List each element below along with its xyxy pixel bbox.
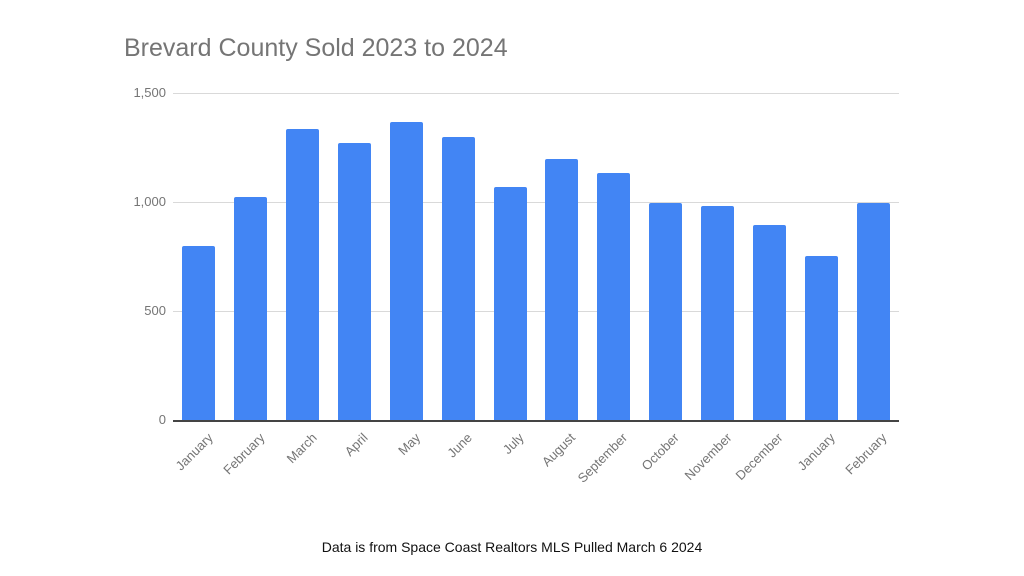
y-tick-label: 1,500 — [133, 85, 166, 100]
gridline — [173, 311, 899, 312]
x-tick-label: January — [172, 430, 216, 474]
x-tick-label: November — [681, 430, 735, 484]
x-tick-label: December — [732, 430, 786, 484]
x-tick-label: June — [444, 430, 475, 461]
y-tick-label: 1,000 — [133, 194, 166, 209]
bar[interactable] — [389, 121, 423, 420]
bar[interactable] — [441, 137, 475, 420]
bar[interactable] — [338, 142, 371, 420]
y-tick-label: 500 — [144, 303, 166, 318]
bar[interactable] — [493, 186, 527, 420]
x-tick-label: February — [842, 430, 890, 478]
gridline — [173, 202, 899, 203]
bar[interactable] — [286, 128, 320, 420]
bar[interactable] — [649, 203, 683, 420]
x-tick-label: May — [394, 430, 423, 458]
x-tick-label: March — [283, 430, 320, 467]
bar[interactable] — [545, 159, 579, 420]
y-tick-label: 0 — [158, 412, 166, 427]
chart-title: Brevard County Sold 2023 to 2024 — [124, 34, 508, 62]
x-tick-label: August — [539, 430, 579, 470]
x-tick-label: January — [794, 430, 838, 474]
gridline — [173, 93, 899, 94]
bar[interactable] — [701, 205, 734, 420]
bar[interactable] — [856, 203, 890, 420]
x-tick-label: September — [574, 430, 631, 486]
bar[interactable] — [804, 256, 838, 420]
bar[interactable] — [182, 246, 216, 420]
bar[interactable] — [752, 224, 786, 420]
bar[interactable] — [597, 173, 631, 420]
x-axis — [173, 420, 899, 422]
x-tick-label: April — [342, 430, 372, 460]
source-note: Data is from Space Coast Realtors MLS Pu… — [321, 539, 703, 555]
x-tick-label: July — [499, 430, 527, 457]
bar[interactable] — [234, 196, 268, 420]
x-tick-label: February — [220, 430, 268, 478]
x-tick-label: October — [638, 430, 683, 474]
